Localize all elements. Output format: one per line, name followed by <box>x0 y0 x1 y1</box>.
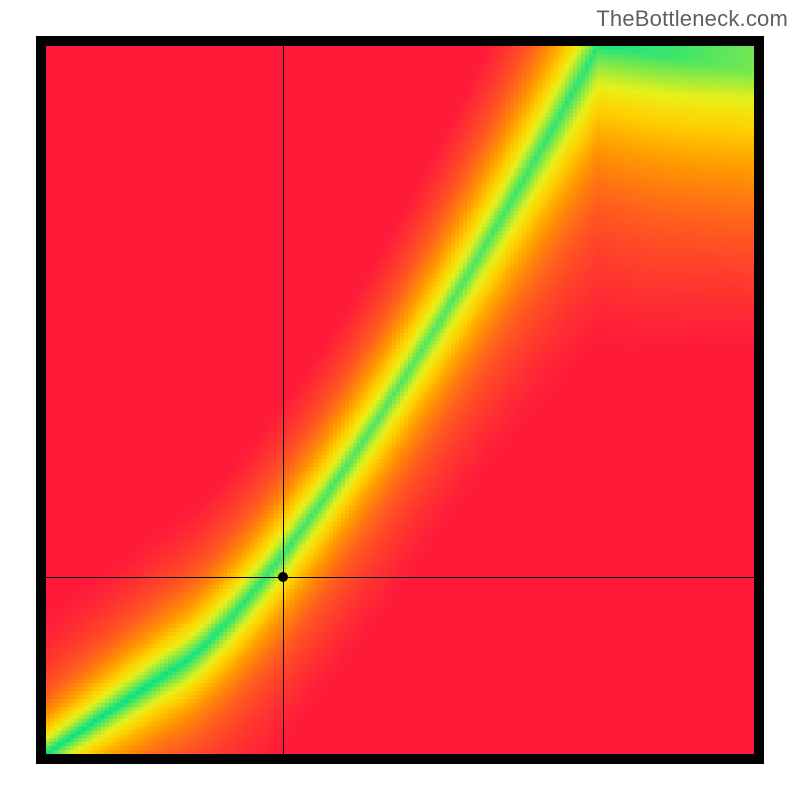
plot-area <box>46 46 754 754</box>
crosshair-horizontal <box>46 577 754 578</box>
crosshair-marker <box>278 572 288 582</box>
heatmap-canvas <box>46 46 754 754</box>
plot-frame <box>36 36 764 764</box>
crosshair-vertical <box>283 46 284 754</box>
watermark-text: TheBottleneck.com <box>596 6 788 32</box>
chart-container: TheBottleneck.com <box>0 0 800 800</box>
